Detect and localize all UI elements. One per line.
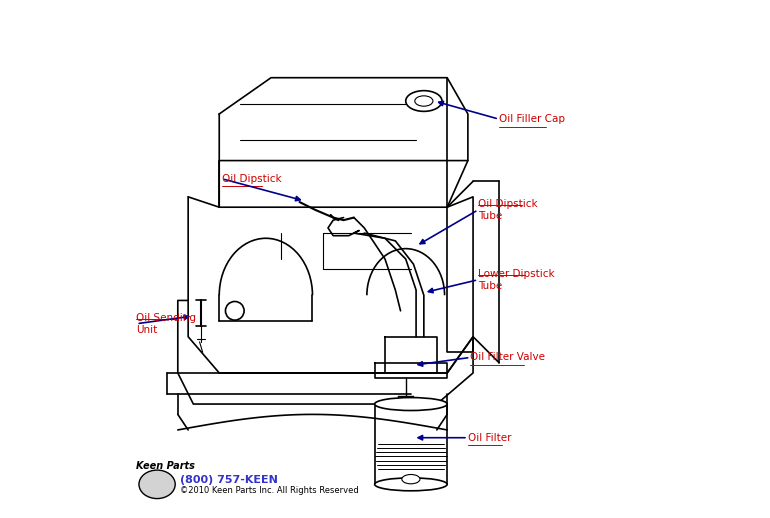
Text: Oil Dipstick 
Tube: Oil Dipstick Tube [478, 199, 541, 221]
Text: Oil Filter: Oil Filter [468, 433, 511, 443]
Ellipse shape [139, 470, 176, 498]
Text: Oil Sending 
Unit: Oil Sending Unit [136, 313, 199, 335]
Text: Lower Dipstick
Tube: Lower Dipstick Tube [478, 269, 555, 291]
Circle shape [226, 301, 244, 320]
Text: Oil Filler Cap: Oil Filler Cap [499, 114, 565, 124]
Ellipse shape [402, 474, 420, 484]
Text: ©2010 Keen Parts Inc. All Rights Reserved: ©2010 Keen Parts Inc. All Rights Reserve… [180, 486, 359, 495]
Text: Oil Dipstick: Oil Dipstick [222, 174, 282, 184]
Ellipse shape [375, 478, 447, 491]
Text: Oil Filter Valve: Oil Filter Valve [470, 352, 545, 363]
Ellipse shape [375, 398, 447, 410]
Ellipse shape [406, 91, 442, 111]
Ellipse shape [415, 96, 433, 106]
Text: Keen Parts: Keen Parts [136, 461, 196, 471]
Text: (800) 757-KEEN: (800) 757-KEEN [180, 475, 278, 485]
